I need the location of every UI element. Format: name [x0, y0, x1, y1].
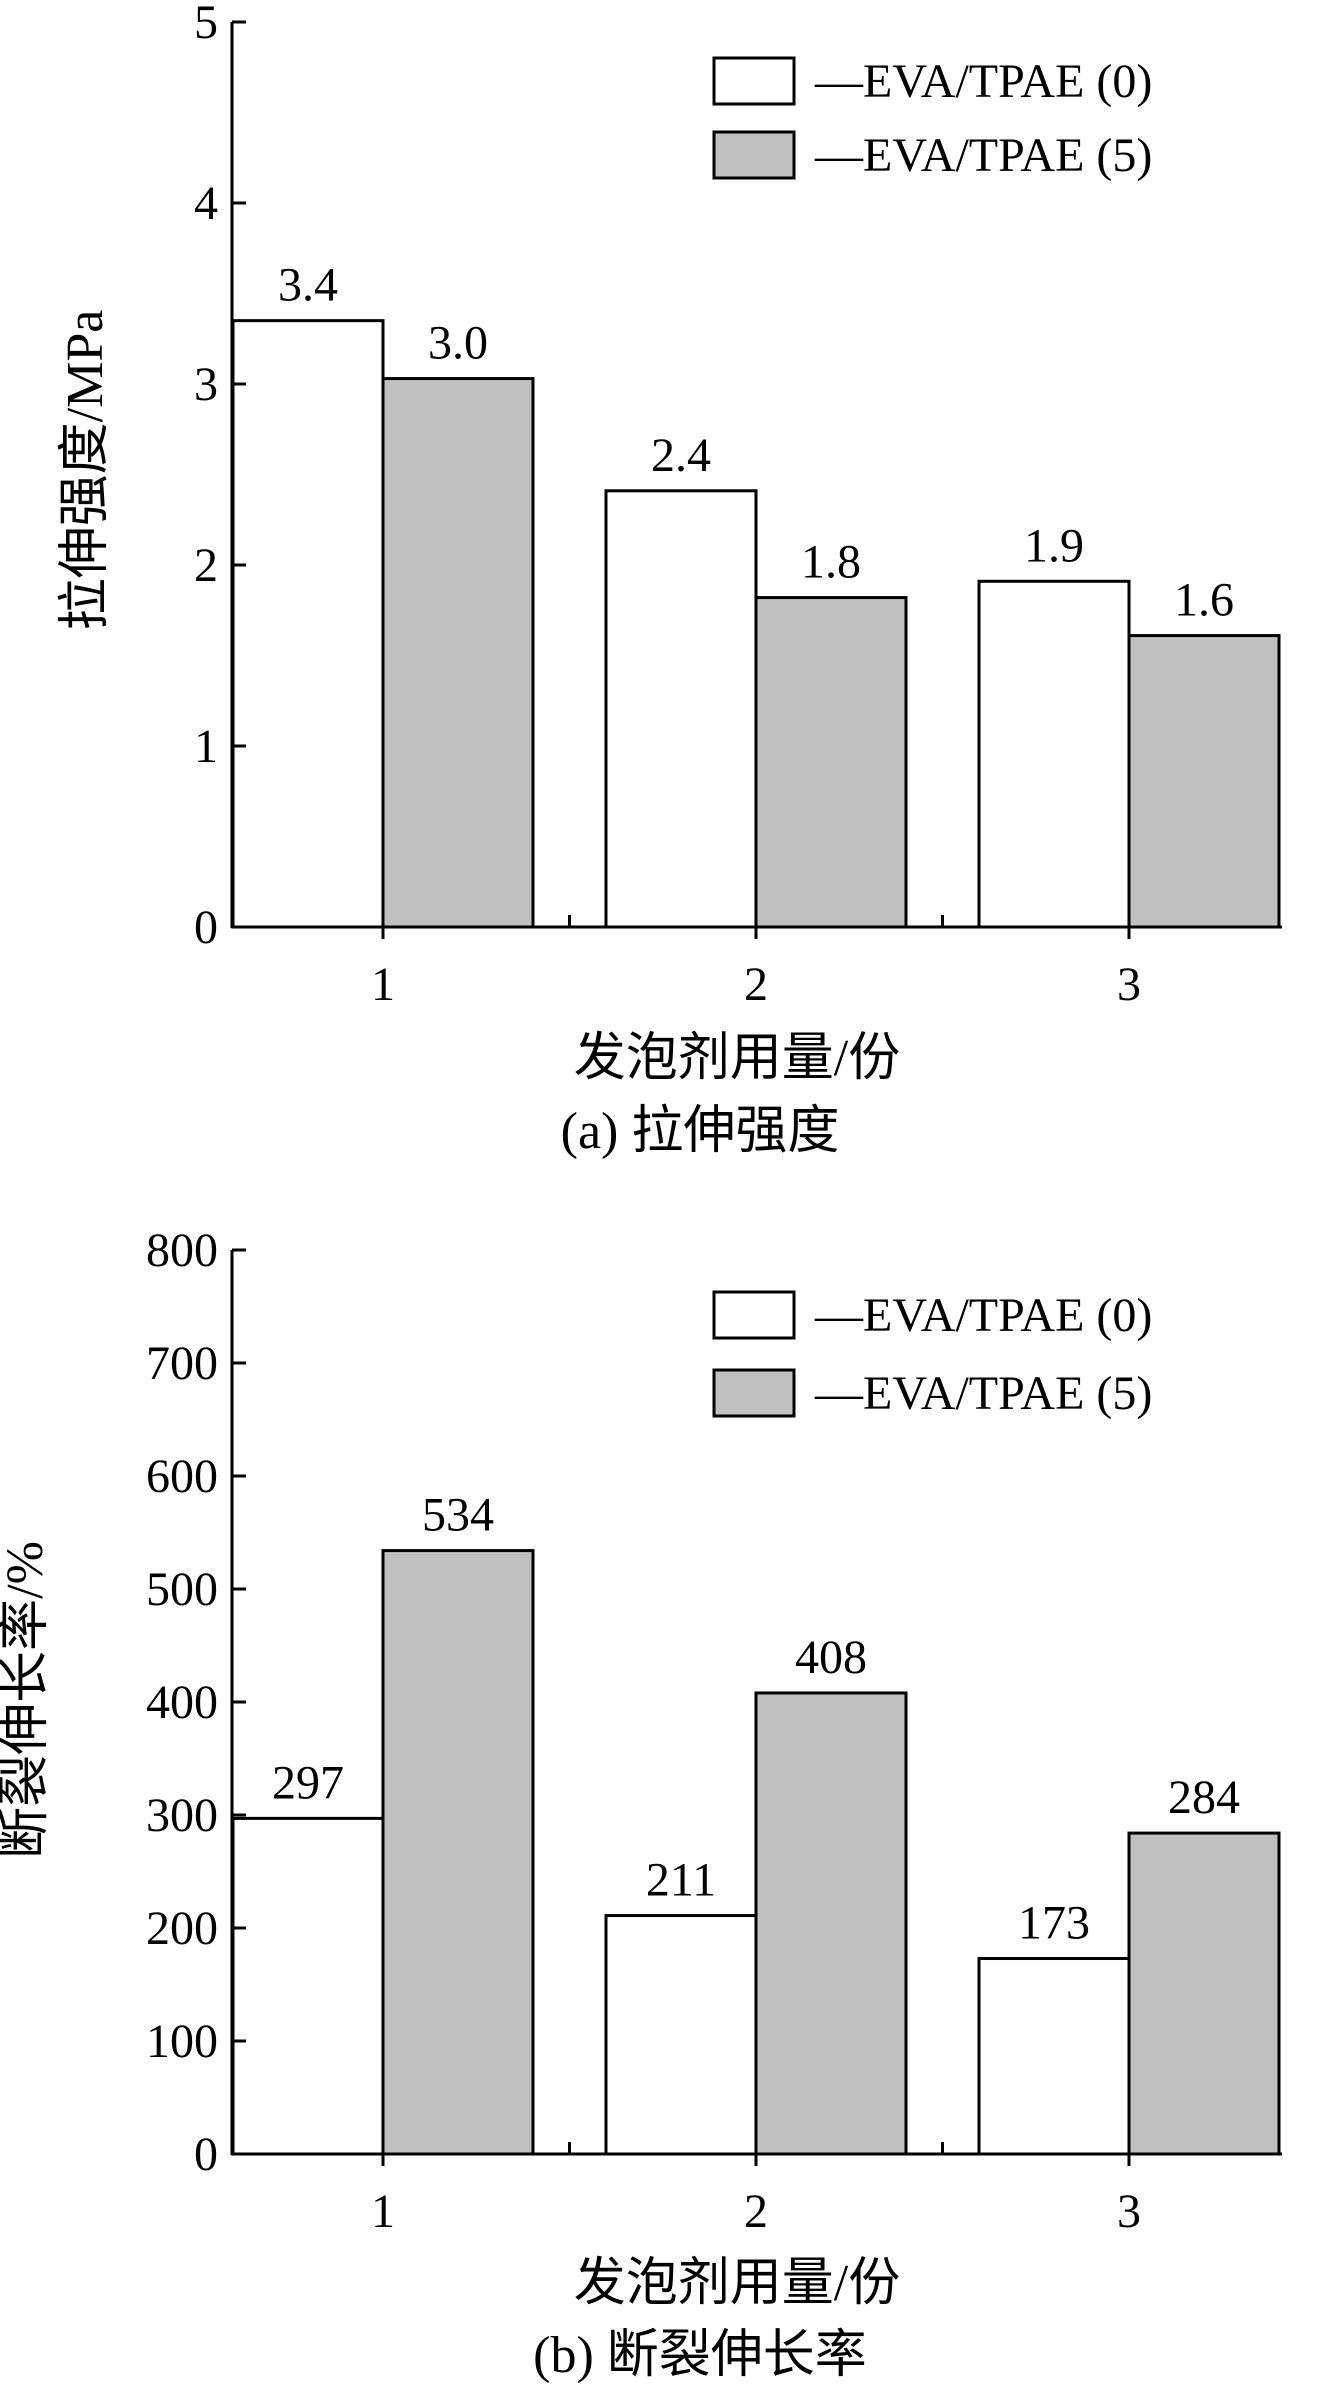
x-tick-label: 3 [1117, 2185, 1141, 2238]
x-tick-label: 3 [1117, 958, 1141, 1011]
y-tick-label: 4 [194, 177, 218, 230]
y-tick-label: 3 [194, 358, 218, 411]
y-tick-label: 200 [146, 1902, 218, 1955]
bar-eva-tpae-0-cat-3 [977, 1957, 1131, 2156]
y-tick-label: 100 [146, 2015, 218, 2068]
y-tick-label: 400 [146, 1676, 218, 1729]
legend-label-eva-tpae-0: —EVA/TPAE (0) [814, 55, 1152, 108]
data-label: 1.8 [801, 536, 861, 589]
data-label: 1.6 [1174, 574, 1234, 627]
bar-eva-tpae-0-cat-2 [604, 489, 758, 929]
data-label: 297 [272, 1756, 344, 1809]
bar-eva-tpae-0-cat-3 [977, 579, 1131, 929]
bar-eva-tpae-5-cat-3 [1127, 1831, 1281, 2156]
data-label: 284 [1168, 1771, 1240, 1824]
chart-panel-b: 297 534 1 211 408 2 173 284 3 0 100 200 300 400 500 600… [0, 1224, 1282, 2312]
bar-eva-tpae-5-cat-2 [754, 1691, 908, 2156]
legend-label-eva-tpae-5: —EVA/TPAE (5) [814, 1367, 1152, 1420]
y-tick-label: 500 [146, 1563, 218, 1616]
y-axis-title: 拉伸强度/MPa [57, 310, 114, 631]
legend-swatch-eva-tpae-5 [712, 1368, 796, 1418]
data-label: 2.4 [651, 429, 711, 482]
y-tick-label: 1 [194, 720, 218, 773]
legend-swatch-eva-tpae-0 [712, 1290, 796, 1340]
x-tick-label: 2 [744, 2185, 768, 2238]
data-label: 173 [1018, 1897, 1090, 1950]
y-tick-label: 600 [146, 1450, 218, 1503]
y-tick-label: 0 [194, 901, 218, 954]
data-label: 211 [646, 1854, 716, 1907]
y-tick-label: 700 [146, 1337, 218, 1390]
data-label: 3.0 [428, 317, 488, 370]
legend-swatch-eva-tpae-0 [712, 56, 796, 106]
y-axis-title: 断裂伸长率/% [0, 1541, 54, 1859]
data-label: 1.9 [1024, 519, 1084, 572]
y-tick-label: 5 [194, 0, 218, 49]
x-axis-title: 发泡剂用量/份 [574, 1030, 900, 1087]
bar-eva-tpae-0-cat-2 [604, 1914, 758, 2156]
legend-swatch-eva-tpae-5 [712, 130, 796, 180]
data-label: 534 [422, 1489, 494, 1542]
data-label: 3.4 [278, 259, 338, 312]
y-tick-label: 0 [194, 2128, 218, 2181]
legend-label-eva-tpae-5: —EVA/TPAE (5) [814, 129, 1152, 182]
bar-eva-tpae-5-cat-1 [381, 377, 535, 929]
caption-a: (a) 拉伸强度 [561, 1103, 840, 1160]
x-tick-label: 2 [744, 958, 768, 1011]
y-tick-label: 2 [194, 539, 218, 592]
bar-eva-tpae-5-cat-1 [381, 1549, 535, 2156]
bar-eva-tpae-5-cat-2 [754, 596, 908, 929]
y-tick-label: 300 [146, 1789, 218, 1842]
x-axis-title: 发泡剂用量/份 [574, 2255, 900, 2312]
bar-eva-tpae-0-cat-1 [231, 1816, 385, 2156]
caption-b: (b) 断裂伸长率 [533, 2327, 867, 2384]
y-tick-label: 800 [146, 1224, 218, 1277]
data-label: 408 [795, 1631, 867, 1684]
bar-eva-tpae-5-cat-3 [1127, 634, 1281, 929]
bar-eva-tpae-0-cat-1 [231, 319, 385, 929]
x-tick-label: 1 [371, 2185, 395, 2238]
x-tick-label: 1 [371, 958, 395, 1011]
chart-panel-a: 3.4 3.0 1 2.4 1.8 2 1.9 1.6 3 0 1 2 3 4 5 发泡剂用量/份 拉伸强度/M… [57, 0, 1282, 1087]
legend-label-eva-tpae-0: —EVA/TPAE (0) [814, 1289, 1152, 1342]
